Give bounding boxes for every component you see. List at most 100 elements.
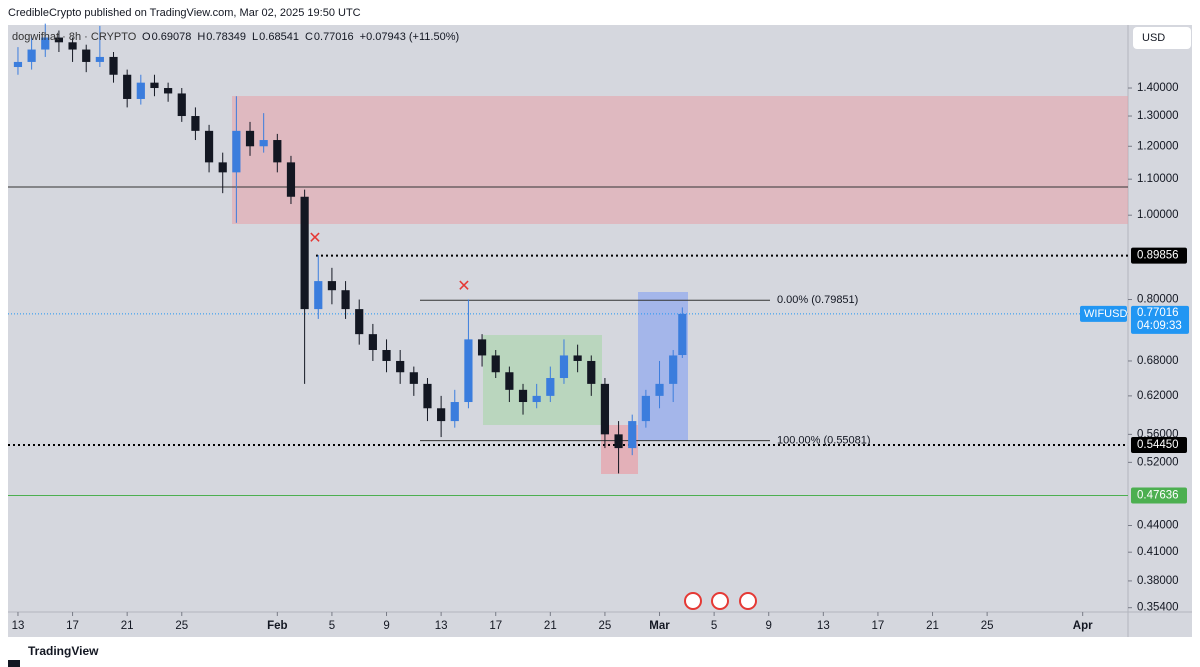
candle-body <box>477 339 487 356</box>
price-label: 0.47636 <box>1137 490 1179 502</box>
y-tick-label: 0.62000 <box>1137 390 1179 402</box>
candle-body <box>368 334 377 351</box>
candle-body <box>655 383 664 396</box>
header: CredibleCrypto published on TradingView.… <box>8 7 361 19</box>
footer: TradingView <box>28 644 99 658</box>
symbol-label-box <box>1080 305 1127 322</box>
candle-body <box>82 49 91 62</box>
x-tick-label: 9 <box>383 620 389 632</box>
candle-body <box>669 355 678 384</box>
ohlc-value: 0.69078 <box>152 31 192 43</box>
x-tick-label: Mar <box>649 620 670 632</box>
x-tick-label: 21 <box>926 620 939 632</box>
candle-body <box>259 140 268 147</box>
event-icon[interactable] <box>739 592 757 610</box>
x-tick-label: 17 <box>66 620 79 632</box>
range-box <box>483 335 602 425</box>
candle-body <box>68 42 77 50</box>
x-tick-label: 9 <box>766 620 772 632</box>
y-tick-label: 1.30000 <box>1137 110 1179 122</box>
candle-body <box>587 360 596 384</box>
x-tick-label: 25 <box>599 620 612 632</box>
candle-body <box>27 49 36 62</box>
price-label: 0.54450 <box>1137 439 1179 451</box>
candle-body <box>314 281 323 310</box>
event-icons <box>684 592 757 610</box>
x-tick-label: 21 <box>121 620 134 632</box>
y-tick-label: 0.80000 <box>1137 294 1179 306</box>
candle-body <box>423 383 432 409</box>
x-tick-label: 17 <box>872 620 885 632</box>
currency-button[interactable] <box>1133 27 1191 49</box>
ohlc-change: +0.07943 (+11.50%) <box>360 31 459 43</box>
x-tick-label: 13 <box>817 620 830 632</box>
candle-body <box>204 130 214 163</box>
x-tick-label: 25 <box>981 620 994 632</box>
price-label-box <box>1131 487 1187 504</box>
candle-body <box>678 313 687 356</box>
countdown: 04:09:33 <box>1137 320 1182 332</box>
x-tick-label: 13 <box>12 620 25 632</box>
event-icon[interactable] <box>711 592 729 610</box>
candle-body <box>396 360 405 373</box>
y-tick-label: 1.00000 <box>1137 209 1179 221</box>
candle-body <box>136 82 145 99</box>
candle-body <box>546 378 555 396</box>
candle-body <box>641 395 650 422</box>
y-tick-label: 1.10000 <box>1137 173 1179 185</box>
event-icon[interactable] <box>684 592 702 610</box>
price-label-box <box>1131 436 1187 453</box>
x-tick-label: 25 <box>175 620 188 632</box>
y-tick-label: 0.52000 <box>1137 456 1179 468</box>
candle-body <box>177 93 186 117</box>
candle-body <box>191 116 200 131</box>
marks: 1.40000 1.30000 1.20000 1.10000 1.00000 0.800… <box>8 23 1189 632</box>
y-tick-label: 1.40000 <box>1137 82 1179 94</box>
y-tick-label: 0.35400 <box>1137 602 1179 614</box>
ohlc-value: 0.78349 <box>206 31 246 43</box>
fib-label: 100.00% (0.55081) <box>777 435 871 447</box>
candle-body <box>286 162 296 197</box>
last-price-label: 0.77016 <box>1137 307 1179 319</box>
x-tick-label: Apr <box>1073 620 1093 632</box>
last-price-box <box>1131 305 1189 334</box>
candle-body <box>13 61 23 68</box>
candle-body <box>600 383 610 435</box>
candle-body <box>150 82 159 89</box>
price-label-box <box>1131 247 1187 264</box>
supply-zone <box>232 96 1128 224</box>
candle-body <box>532 395 541 403</box>
x-tick-label: 5 <box>711 620 717 632</box>
logo <box>8 660 20 667</box>
ohlc-value: 0.77016 <box>314 31 354 43</box>
candle-body <box>41 37 50 50</box>
price-label: 0.89856 <box>1137 250 1179 262</box>
x-tick-label: 13 <box>435 620 448 632</box>
candle-body <box>628 421 637 449</box>
candle-body <box>491 355 500 373</box>
y-tick-label: 0.41000 <box>1137 546 1179 558</box>
ohlc-value: 0.68541 <box>259 31 299 43</box>
candle-body <box>614 434 623 449</box>
candle-body <box>518 389 528 403</box>
y-tick-label: 0.68000 <box>1137 355 1179 367</box>
candle-body <box>245 130 255 147</box>
candle-body <box>123 74 132 99</box>
x-marker: ✕ <box>308 230 321 247</box>
candle-body <box>341 290 350 310</box>
candle-body <box>355 309 364 335</box>
candle-body <box>573 355 582 361</box>
ohlc-key: C <box>305 31 313 43</box>
x-tick-label: 5 <box>329 620 335 632</box>
y-tick-label: 0.44000 <box>1137 520 1179 532</box>
x-marker: ✕ <box>457 278 470 295</box>
y-tick-label: 1.20000 <box>1137 140 1179 152</box>
candle-body <box>437 408 446 422</box>
candle-body <box>218 162 227 173</box>
candle-body <box>232 130 241 173</box>
currency: USD <box>1142 32 1165 44</box>
candle-body <box>559 355 569 379</box>
candle-body <box>505 372 514 390</box>
candle-body <box>273 140 282 163</box>
